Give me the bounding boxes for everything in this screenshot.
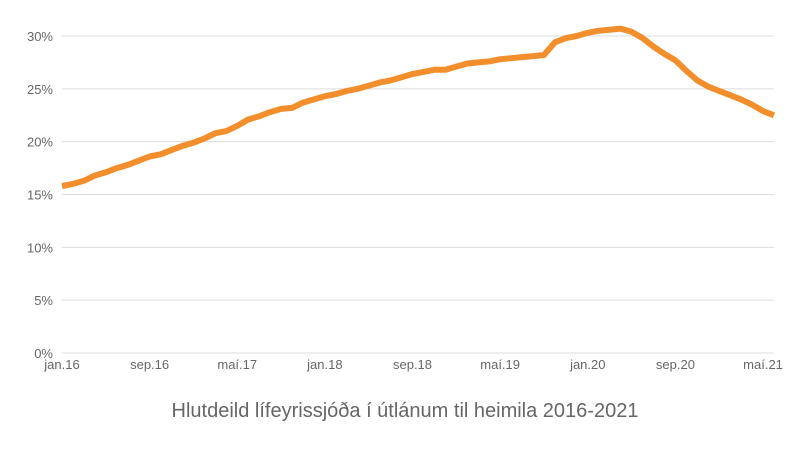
x-tick-label: maí.21	[743, 357, 783, 372]
x-tick-label: jan.16	[43, 357, 79, 372]
x-tick-label: maí.17	[217, 357, 257, 372]
y-tick-label: 20%	[27, 135, 53, 150]
y-tick-label: 5%	[34, 293, 53, 308]
y-tick-label: 10%	[27, 240, 53, 255]
gridlines	[62, 35, 774, 354]
x-tick-label: sep.18	[393, 357, 432, 372]
y-tick-label: 15%	[27, 188, 53, 203]
x-tick-label: sep.20	[656, 357, 695, 372]
chart-title: Hlutdeild lífeyrissjóða í útlánum til he…	[171, 400, 639, 422]
x-tick-label: maí.19	[480, 357, 520, 372]
x-axis-ticks: jan.16 sep.16 maí.17 jan.18 sep.18 maí.19 jan.…	[43, 357, 783, 372]
x-tick-label: sep.16	[130, 357, 169, 372]
y-tick-label: 30%	[27, 29, 53, 44]
y-tick-label: 0%	[34, 346, 53, 361]
y-tick-label: 25%	[27, 82, 53, 97]
x-tick-label: jan.18	[306, 357, 342, 372]
x-tick-label: jan.20	[569, 357, 605, 372]
y-axis-ticks: 0% 5% 10% 15% 20% 25% 30%	[27, 29, 53, 361]
data-line	[61, 25, 776, 189]
line-chart: 0%5%10%15%20%25%30% jan.16 sep.16 maí.17 ja…	[27, 25, 783, 372]
